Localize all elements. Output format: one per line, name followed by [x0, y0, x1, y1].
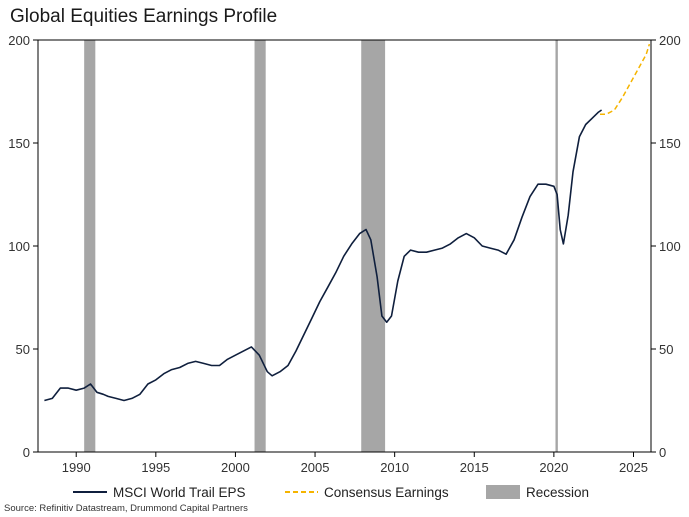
x-tick-label: 2025 — [619, 460, 648, 475]
plot-frame — [37, 39, 652, 453]
series-layer — [44, 43, 651, 402]
y-tick-label-right: 200 — [659, 33, 681, 48]
legend-consensus-label: Consensus Earnings — [324, 485, 449, 500]
y-tick-label-right: 50 — [659, 342, 673, 357]
recession-band-2 — [361, 40, 386, 452]
x-tick-label: 1990 — [62, 460, 91, 475]
y-tick-label-right: 0 — [659, 445, 666, 460]
source-note: Source: Refinitiv Datastream, Drummond C… — [4, 503, 248, 514]
chart-title: Global Equities Earnings Profile — [10, 6, 278, 27]
y-tick-label-right: 150 — [659, 136, 681, 151]
recession-layer — [84, 40, 558, 452]
y-tick-label-left: 50 — [16, 342, 30, 357]
recession-band-1 — [254, 40, 266, 452]
x-tick-label: 2020 — [539, 460, 568, 475]
legend-eps-label: MSCI World Trail EPS — [113, 485, 246, 500]
y-tick-label-right: 100 — [659, 239, 681, 254]
legend-recession-swatch — [486, 485, 520, 499]
x-tick-label: 1995 — [141, 460, 170, 475]
y-tick-label-left: 150 — [8, 136, 30, 151]
recession-band-3 — [555, 40, 558, 452]
eps-series-line — [44, 109, 603, 402]
legend: MSCI World Trail EPS Consensus Earnings … — [73, 485, 589, 500]
recession-band-0 — [84, 40, 96, 452]
x-tick-label: 2000 — [221, 460, 250, 475]
tick-layer: 1990 1995 2000 2005 2010 2015 2020 2025 0 0 50 50 10… — [8, 33, 680, 475]
x-tick-label: 2010 — [380, 460, 409, 475]
legend-recession-label: Recession — [526, 485, 589, 500]
x-tick-label: 2015 — [460, 460, 489, 475]
y-tick-label-left: 0 — [23, 445, 30, 460]
x-tick-label: 2005 — [301, 460, 330, 475]
consensus-series-line — [600, 43, 651, 115]
y-tick-label-left: 100 — [8, 239, 30, 254]
y-tick-label-left: 200 — [8, 33, 30, 48]
